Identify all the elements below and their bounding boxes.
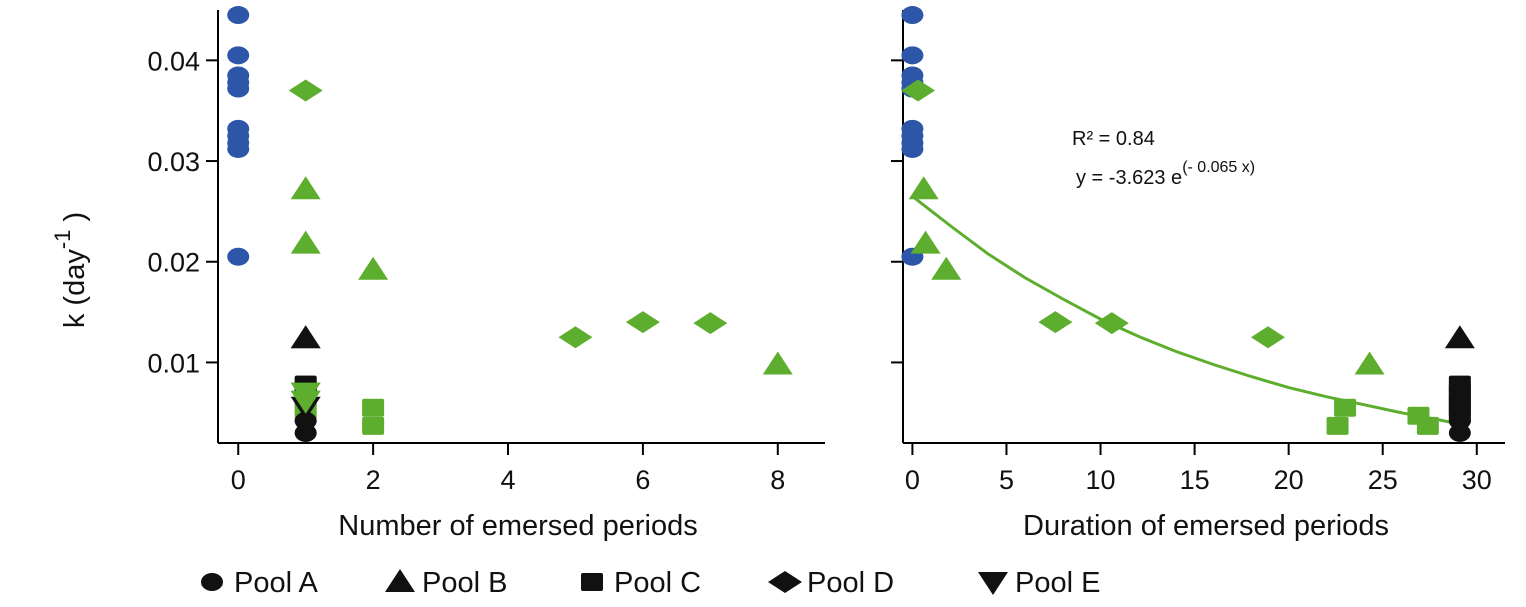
left-panel: k (day-1 ) Number of emersed periods 0.0…	[50, 6, 825, 542]
data-point	[762, 351, 793, 375]
data-point	[901, 139, 924, 158]
data-point	[1326, 416, 1349, 435]
data-point	[901, 79, 936, 102]
legend-marker	[201, 573, 223, 591]
data-point	[908, 176, 939, 200]
y-tick-label: 0.03	[147, 147, 200, 177]
x-tick-label: 8	[770, 465, 785, 495]
fit-curve	[911, 195, 1459, 426]
data-point	[1354, 351, 1385, 375]
data-point	[1334, 398, 1357, 417]
data-point	[288, 79, 323, 102]
x-tick-label: 0	[905, 465, 920, 495]
legend-marker	[768, 571, 802, 593]
legend-label: Pool E	[1015, 567, 1100, 599]
data-point	[227, 139, 250, 158]
data-point	[625, 311, 660, 334]
left-x-axis-label: Number of emersed periods	[338, 510, 697, 542]
y-tick-label: 0.02	[147, 248, 200, 278]
y-axis-label-text: k (day	[59, 249, 91, 328]
legend-label: Pool A	[234, 567, 318, 599]
equation-text: y = -3.623 e	[1076, 167, 1182, 189]
data-point	[1250, 326, 1285, 349]
legend-item: Pool B	[385, 567, 507, 599]
legend-item: Pool C	[581, 567, 701, 599]
data-point	[290, 325, 321, 349]
data-point	[227, 79, 250, 98]
equation-exponent: (- 0.065 x)	[1182, 159, 1255, 176]
x-tick-label: 2	[366, 465, 381, 495]
legend-label: Pool B	[422, 567, 507, 599]
data-point	[931, 256, 962, 280]
data-point	[1444, 325, 1475, 349]
legend-label: Pool D	[807, 567, 894, 599]
legend-item: Pool D	[768, 567, 894, 599]
legend: Pool A Pool B Pool C Pool D Pool E	[201, 567, 1100, 599]
data-point	[901, 6, 924, 25]
right-panel: Duration of emersed periods R² = 0.84 y …	[891, 6, 1505, 542]
x-tick-label: 15	[1180, 465, 1210, 495]
equation-annotation: y = -3.623 e(- 0.065 x)	[1076, 159, 1255, 189]
x-tick-label: 4	[500, 465, 515, 495]
r-squared-annotation: R² = 0.84	[1072, 128, 1155, 150]
x-tick-label: 5	[999, 465, 1014, 495]
y-axis-label: k (day-1 )	[50, 212, 91, 328]
data-point	[910, 230, 941, 254]
x-tick-label: 10	[1086, 465, 1116, 495]
data-point	[290, 230, 321, 254]
data-point	[1094, 312, 1129, 335]
x-tick-label: 30	[1462, 465, 1492, 495]
legend-marker	[581, 573, 603, 591]
data-point	[227, 247, 250, 266]
data-point	[294, 423, 317, 442]
data-point	[558, 326, 593, 349]
data-point	[358, 256, 389, 280]
right-x-axis-label: Duration of emersed periods	[1023, 510, 1389, 542]
x-tick-label: 6	[635, 465, 650, 495]
legend-marker	[978, 572, 1008, 595]
data-point	[362, 416, 385, 435]
data-point	[290, 176, 321, 200]
y-tick-label: 0.01	[147, 348, 200, 378]
data-point	[1416, 416, 1439, 435]
legend-item: Pool E	[978, 567, 1100, 599]
x-tick-label: 0	[231, 465, 246, 495]
data-point	[901, 46, 924, 65]
legend-item: Pool A	[201, 567, 318, 599]
data-point	[227, 46, 250, 65]
x-tick-label: 20	[1274, 465, 1304, 495]
data-point	[227, 6, 250, 25]
legend-marker	[385, 569, 415, 592]
data-point	[290, 390, 321, 414]
x-tick-label: 25	[1368, 465, 1398, 495]
data-point	[693, 312, 728, 335]
y-tick-label: 0.04	[147, 46, 200, 76]
data-point	[1038, 311, 1073, 334]
data-point	[1448, 423, 1471, 442]
data-point	[362, 398, 385, 417]
y-axis-label-superscript: -1	[50, 230, 75, 250]
legend-label: Pool C	[614, 567, 701, 599]
